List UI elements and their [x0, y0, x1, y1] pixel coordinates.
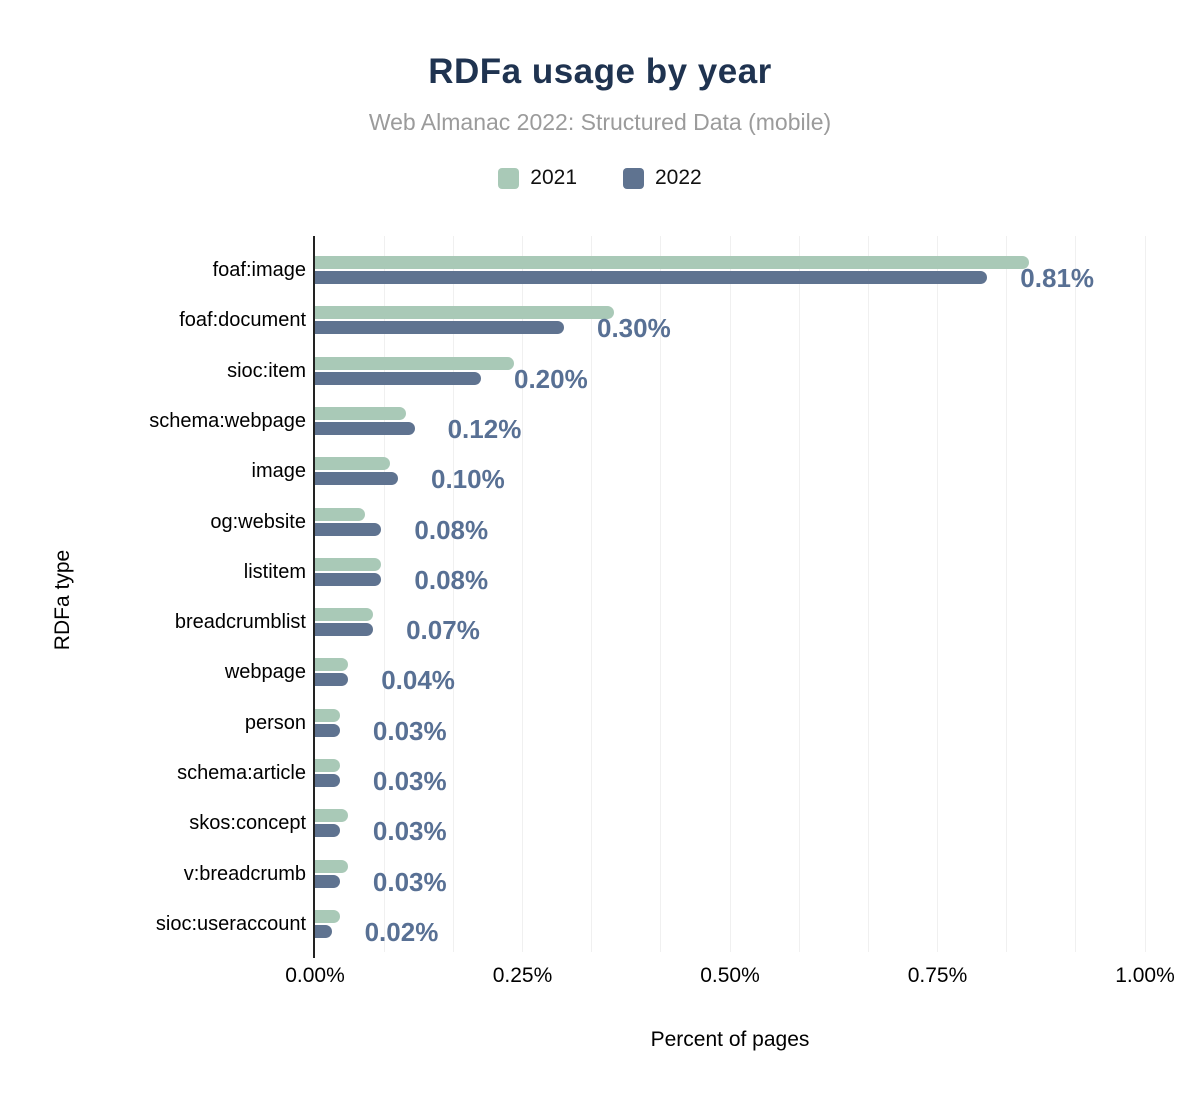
- bar-2022-foaf:image[interactable]: [315, 271, 988, 285]
- x-tick-0.75%: 0.75%: [907, 964, 968, 987]
- value-label-foaf:image: 0.81%: [1020, 263, 1095, 294]
- value-label-sioc:item: 0.20%: [514, 363, 588, 394]
- bar-2021-schema:webpage[interactable]: [315, 407, 407, 421]
- value-label-breadcrumblist: 0.07%: [406, 615, 480, 646]
- legend: 2021 2022: [0, 166, 1200, 190]
- bar-2022-person[interactable]: [315, 723, 340, 737]
- gridline: [1144, 236, 1146, 952]
- legend-swatch-2021: [498, 167, 520, 189]
- gridline: [937, 236, 938, 952]
- gridline: [591, 236, 593, 952]
- gridline: [798, 236, 800, 952]
- bar-2021-image[interactable]: [315, 457, 390, 471]
- bar-2022-sioc:item[interactable]: [315, 371, 481, 385]
- bar-2021-schema:article[interactable]: [315, 759, 340, 772]
- value-label-v:breadcrumb: 0.03%: [372, 866, 447, 897]
- gridline: [729, 236, 731, 952]
- gridline: [1006, 236, 1008, 952]
- bar-2021-foaf:image[interactable]: [315, 256, 1029, 270]
- value-label-schema:article: 0.03%: [372, 766, 447, 796]
- bar-2022-image[interactable]: [315, 472, 398, 486]
- value-label-skos:concept: 0.03%: [372, 816, 447, 847]
- bar-2022-schema:webpage[interactable]: [315, 422, 415, 436]
- category-label-v:breadcrumb: v:breadcrumb: [183, 862, 306, 885]
- value-label-foaf:document: 0.30%: [597, 313, 671, 344]
- legend-swatch-2022: [623, 167, 644, 189]
- x-tick-1.00%: 1.00%: [1115, 964, 1175, 987]
- gridline: [452, 236, 454, 952]
- category-label-schema:webpage: schema:webpage: [149, 410, 306, 433]
- bar-2022-v:breadcrumb[interactable]: [315, 874, 340, 888]
- gridline: [867, 236, 869, 952]
- bar-2021-listitem[interactable]: [315, 557, 382, 571]
- bar-2021-v:breadcrumb[interactable]: [315, 859, 349, 873]
- bar-2022-breadcrumblist[interactable]: [315, 623, 374, 637]
- category-label-sioc:useraccount: sioc:useraccount: [155, 912, 306, 935]
- bar-2021-person[interactable]: [315, 708, 340, 722]
- legend-label-2022: 2022: [655, 166, 702, 189]
- category-label-person: person: [244, 711, 306, 734]
- category-label-foaf:document: foaf:document: [179, 309, 306, 332]
- value-label-image: 0.10%: [431, 464, 505, 495]
- legend-label-2021: 2021: [530, 166, 577, 189]
- value-label-sioc:useraccount: 0.02%: [364, 916, 439, 947]
- gridline: [522, 236, 523, 952]
- category-label-sioc:item: sioc:item: [227, 359, 306, 382]
- bar-2021-webpage[interactable]: [315, 658, 349, 672]
- category-label-og:website: og:website: [210, 510, 306, 533]
- category-label-schema:article: schema:article: [177, 762, 306, 784]
- bar-2022-webpage[interactable]: [315, 673, 349, 687]
- value-label-webpage: 0.04%: [381, 665, 455, 696]
- value-label-listitem: 0.08%: [414, 564, 489, 595]
- x-tick-0.00%: 0.00%: [285, 964, 345, 987]
- bar-2021-sioc:item[interactable]: [315, 356, 515, 370]
- bar-2022-schema:article[interactable]: [315, 774, 340, 787]
- gridline: [660, 236, 662, 952]
- legend-item-2021[interactable]: 2021: [498, 166, 577, 190]
- bar-2021-skos:concept[interactable]: [315, 809, 349, 823]
- bar-2021-og:website[interactable]: [315, 507, 365, 521]
- category-label-skos:concept: skos:concept: [189, 812, 306, 835]
- legend-item-2022[interactable]: 2022: [623, 166, 702, 190]
- chart-subtitle: Web Almanac 2022: Structured Data (mobil…: [368, 109, 832, 135]
- bar-2021-foaf:document[interactable]: [315, 306, 614, 320]
- bar-2021-sioc:useraccount[interactable]: [315, 909, 340, 923]
- gridline: [1075, 236, 1077, 952]
- bar-2021-breadcrumblist[interactable]: [315, 608, 374, 622]
- bar-2022-listitem[interactable]: [315, 572, 382, 586]
- bar-2022-foaf:document[interactable]: [315, 321, 564, 335]
- chart-title: RDFa usage by year: [428, 52, 772, 91]
- category-label-image: image: [251, 460, 306, 483]
- category-label-breadcrumblist: breadcrumblist: [174, 611, 306, 634]
- gridline: [383, 236, 385, 952]
- category-label-foaf:image: foaf:image: [212, 259, 306, 282]
- y-axis-line: [313, 236, 315, 958]
- value-label-schema:webpage: 0.12%: [447, 414, 522, 445]
- x-tick-0.50%: 0.50%: [700, 964, 760, 987]
- bar-2022-sioc:useraccount[interactable]: [315, 924, 332, 938]
- value-label-og:website: 0.08%: [414, 514, 489, 545]
- x-axis-title: Percent of pages: [650, 1028, 810, 1051]
- category-label-listitem: listitem: [243, 560, 306, 583]
- bar-2022-skos:concept[interactable]: [315, 824, 340, 838]
- value-label-person: 0.03%: [372, 715, 447, 746]
- bar-2022-og:website[interactable]: [315, 522, 382, 536]
- category-label-webpage: webpage: [224, 661, 306, 684]
- x-tick-0.25%: 0.25%: [492, 964, 553, 987]
